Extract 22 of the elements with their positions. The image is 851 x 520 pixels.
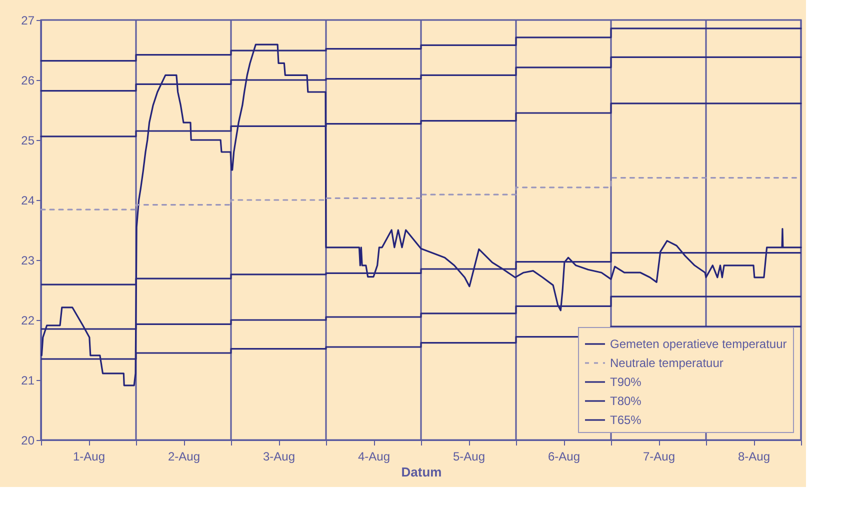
y-tick-label: 26 (21, 74, 35, 88)
x-tick-label: 6-Aug (548, 450, 580, 464)
legend-label: T90% (610, 375, 642, 389)
x-tick-label: 3-Aug (262, 450, 296, 464)
x-tick-label: 7-Aug (642, 450, 676, 464)
x-tick-label: 8-Aug (738, 450, 770, 464)
y-tick-label: 21 (21, 374, 35, 388)
x-tick-label: 2-Aug (168, 450, 200, 464)
legend-label: Gemeten operatieve temperatuur (610, 337, 787, 351)
legend-label: T65% (610, 413, 642, 427)
legend-label: T80% (610, 394, 642, 408)
x-tick-label: 4-Aug (358, 450, 390, 464)
y-tick-label: 22 (21, 314, 35, 328)
y-tick-label: 24 (21, 194, 35, 208)
legend-label: Neutrale temperatuur (610, 356, 724, 370)
x-tick-label: 5-Aug (452, 450, 486, 464)
x-axis-title: Datum (401, 464, 442, 480)
y-tick-label: 25 (21, 134, 35, 148)
y-tick-label: 20 (21, 434, 35, 448)
y-tick-label: 23 (21, 254, 35, 268)
x-tick-label: 1-Aug (72, 450, 106, 464)
y-tick-label: 27 (21, 14, 35, 28)
